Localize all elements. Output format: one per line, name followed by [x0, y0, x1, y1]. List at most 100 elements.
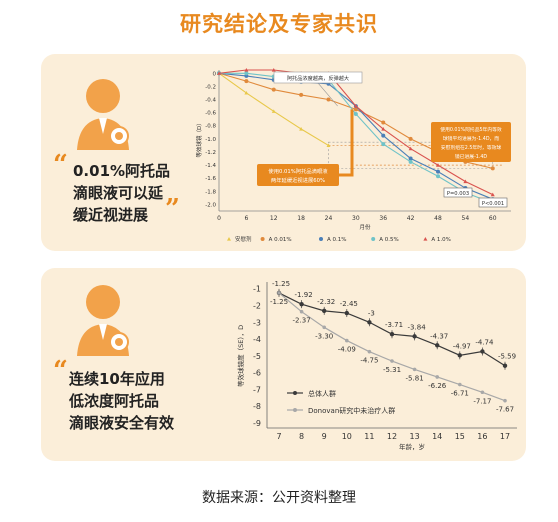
- data-point: [458, 382, 462, 387]
- data-point: [436, 169, 440, 174]
- data-label: -2.45: [340, 300, 358, 308]
- data-point: [480, 349, 485, 354]
- y-tick-label: -6: [253, 369, 261, 378]
- data-label: -4.74: [475, 338, 494, 346]
- data-point: [326, 97, 331, 102]
- data-point: [502, 363, 508, 368]
- data-point: [353, 107, 358, 112]
- data-point: [244, 68, 249, 72]
- x-tick-label: 13: [410, 432, 420, 441]
- data-point: [244, 71, 249, 76]
- panel-atropine-progression: “ 0.01%阿托品 滴眼液可以延 缓近视进展 ” 0 -0.2 -0.4 -0.6 -…: [41, 54, 526, 251]
- open-quote-icon: “: [53, 356, 68, 386]
- x-tick-label: 16: [477, 432, 487, 441]
- data-point: [490, 166, 495, 171]
- data-point: [271, 68, 276, 72]
- x-axis-title: 月份: [359, 223, 371, 231]
- x-tick-label: 15: [455, 432, 465, 441]
- legend-label: A 0.5%: [379, 237, 398, 243]
- y-tick-label: -0.8: [205, 124, 216, 130]
- y-tick-label: -0.4: [205, 98, 216, 104]
- data-label: -3.71: [385, 321, 403, 329]
- data-point: [326, 143, 331, 148]
- data-point: [480, 390, 485, 395]
- annotation-label: 两年延缓近视进展60%: [271, 176, 325, 184]
- data-point: [345, 338, 349, 343]
- annotation-leader: [317, 82, 338, 107]
- data-point: [435, 375, 439, 379]
- y-tick-label: -1.2: [205, 150, 216, 156]
- data-label: -6.71: [451, 390, 469, 398]
- quote-line: 滴眼液安全有效: [69, 414, 175, 432]
- data-label: -1.25: [270, 298, 288, 306]
- data-point: [412, 334, 417, 339]
- data-label: -5.81: [406, 374, 424, 382]
- x-tick-label: 11: [364, 432, 374, 441]
- annotation-box: [431, 122, 511, 162]
- y-tick-label: -5: [253, 352, 261, 361]
- data-point: [344, 310, 349, 316]
- x-tick-label: 9: [322, 432, 327, 441]
- data-label: -3.30: [315, 332, 333, 340]
- legend-marker: [260, 237, 265, 241]
- legend-marker: [423, 237, 428, 241]
- annotation-arrow: [339, 109, 354, 177]
- x-tick-label: 42: [407, 215, 415, 222]
- data-label: -5.59: [498, 353, 516, 361]
- y-axis-title: 等效球镜（D）: [195, 120, 203, 157]
- x-tick-label: 10: [342, 432, 352, 441]
- data-point: [381, 120, 386, 125]
- data-point: [353, 111, 358, 116]
- legend-marker: [293, 391, 297, 395]
- annotation-label: 阿托品浓度越高，反弹越大: [287, 74, 349, 82]
- data-point: [271, 109, 276, 113]
- data-point: [271, 87, 276, 92]
- close-quote-icon: ”: [165, 194, 180, 224]
- x-tick-label: 8: [299, 432, 304, 441]
- x-tick-label: 24: [325, 215, 333, 222]
- y-tick-label: -0.2: [205, 84, 216, 90]
- x-tick-label: 54: [462, 215, 470, 222]
- x-tick-label: 30: [352, 215, 360, 222]
- data-label: -7.67: [496, 406, 514, 414]
- data-point: [381, 127, 386, 131]
- legend-marker: [227, 237, 231, 241]
- y-tick-label: -4: [253, 335, 261, 344]
- data-point: [322, 325, 326, 330]
- data-point: [299, 309, 304, 314]
- y-tick-label: -1.4: [205, 163, 216, 169]
- quote-line: 0.01%阿托品: [73, 162, 171, 180]
- y-tick-label: 0: [213, 71, 217, 77]
- open-quote-icon: “: [53, 150, 68, 180]
- data-point: [408, 146, 413, 151]
- x-tick-label: 12: [270, 215, 278, 222]
- page-title: 研究结论及专家共识: [180, 12, 378, 36]
- data-point: [299, 301, 304, 307]
- data-point: [408, 156, 413, 161]
- data-point: [390, 359, 394, 363]
- data-point: [367, 320, 372, 325]
- data-point: [367, 349, 372, 354]
- data-point: [412, 367, 417, 372]
- data-point: [436, 163, 440, 167]
- y-tick-label: -1.0: [205, 137, 216, 143]
- data-point: [353, 104, 358, 108]
- pvalue-label: P=0.003: [447, 191, 469, 197]
- person-avatar-icon: [77, 285, 129, 356]
- annotation-label: 使用0.01%阿托品滴眼液: [268, 167, 328, 175]
- annotation-label: 球镜平均进展为-1.4D，而: [443, 135, 499, 142]
- data-label: -1.25: [272, 280, 290, 288]
- legend-marker: [371, 237, 376, 241]
- data-point: [389, 331, 395, 337]
- series-line: [278, 292, 506, 367]
- pvalue-box: [443, 187, 473, 198]
- data-point: [217, 71, 221, 75]
- y-tick-label: -0.6: [205, 111, 216, 117]
- y-tick-label: -9: [253, 419, 261, 428]
- annotation-label: 安慰剂组在2.5年时，等效球: [441, 144, 502, 151]
- data-point: [463, 179, 468, 184]
- data-point: [244, 90, 249, 95]
- legend-label: A 0.1%: [327, 237, 346, 243]
- legend-label: 安慰剂: [235, 235, 252, 243]
- data-label: -4.75: [360, 357, 378, 365]
